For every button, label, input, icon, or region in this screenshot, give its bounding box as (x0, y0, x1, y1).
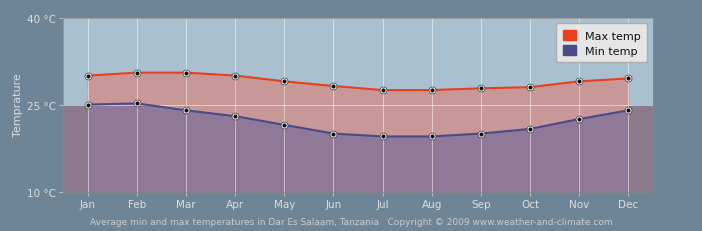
Text: Average min and max temperatures in Dar Es Salaam, Tanzania   Copyright © 2009 w: Average min and max temperatures in Dar … (90, 217, 612, 226)
Bar (63, 105, 653, 192)
Bar (63, 18, 653, 105)
Y-axis label: Temprature: Temprature (13, 73, 23, 137)
Legend: Max temp, Min temp: Max temp, Min temp (556, 24, 647, 63)
